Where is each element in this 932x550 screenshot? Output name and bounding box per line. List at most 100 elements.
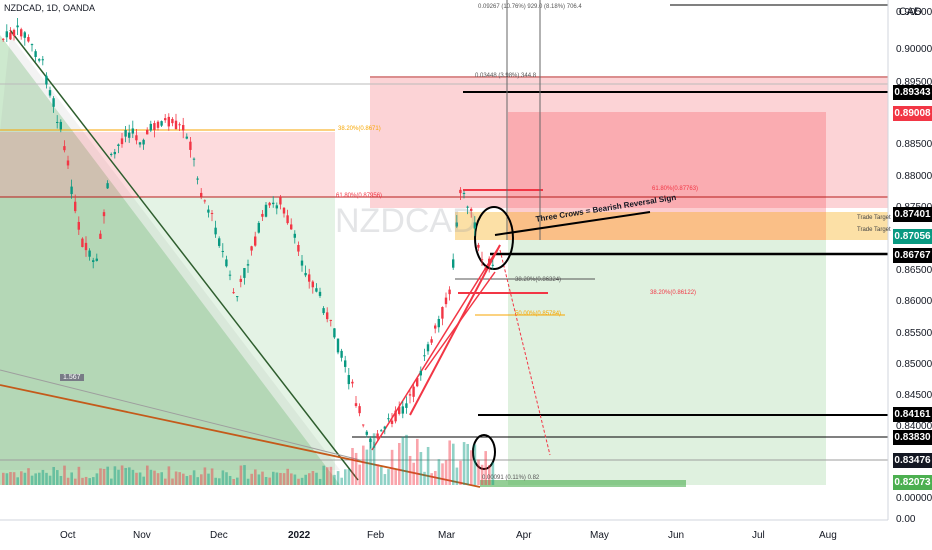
candle-body xyxy=(164,118,167,121)
volume-bar xyxy=(354,452,358,485)
candle-body xyxy=(434,325,437,329)
price-tick: 0.84000 xyxy=(896,421,932,432)
volume-bar xyxy=(45,472,48,485)
fib-50: 50.00%(0.85784) xyxy=(515,311,562,317)
candle-body xyxy=(88,250,91,257)
time-tick: Aug xyxy=(819,530,837,541)
volume-bar xyxy=(34,473,37,485)
volume-bar xyxy=(286,468,289,485)
candle-body xyxy=(228,274,232,276)
volume-bar xyxy=(405,434,408,485)
candle-body xyxy=(5,31,8,38)
volume-bar xyxy=(376,464,379,485)
volume-bar xyxy=(142,476,145,485)
candle-body xyxy=(102,212,106,217)
volume-bar xyxy=(477,459,480,485)
price-tick: 0.00 xyxy=(896,514,916,525)
candle-body xyxy=(210,213,214,215)
candle-body xyxy=(77,221,80,230)
candle-body xyxy=(340,350,343,358)
candle-body xyxy=(153,123,156,131)
candle-body xyxy=(372,446,376,448)
candle-body xyxy=(426,344,430,352)
candle-body xyxy=(59,121,62,130)
price-tick: 0.90000 xyxy=(896,44,932,55)
candle-body xyxy=(182,125,185,131)
volume-bar xyxy=(462,442,466,485)
candle-body xyxy=(99,233,102,239)
currency-label: CAD xyxy=(898,6,922,18)
volume-bar xyxy=(452,443,455,485)
candle-body xyxy=(214,227,217,235)
red-zone-inner xyxy=(508,112,826,240)
time-tick: Apr xyxy=(516,530,532,541)
volume-bar xyxy=(315,472,318,485)
candle-body xyxy=(488,258,491,265)
volume-bar xyxy=(9,472,12,485)
volume-bar xyxy=(261,471,264,485)
measure-bottom: 0.00091 (0.11%) 0.82 xyxy=(482,475,540,481)
candle-body xyxy=(329,319,332,321)
volume-bar xyxy=(30,475,34,485)
candle-body xyxy=(84,242,88,251)
volume-bar xyxy=(5,473,9,485)
volume-bar xyxy=(416,438,419,485)
candles xyxy=(2,17,494,449)
candle-body xyxy=(41,59,44,61)
volume-bar xyxy=(246,478,250,485)
candle-body xyxy=(232,292,235,294)
candle-body xyxy=(221,250,224,252)
symbol-label[interactable]: NZDCAD, 1D, OANDA xyxy=(4,3,96,13)
price-tick: 0.85500 xyxy=(896,328,932,339)
price-tick: 0.00000 xyxy=(896,493,932,504)
volume-bar xyxy=(383,474,387,485)
trade-target-2: Trade Target xyxy=(857,227,891,233)
volume-bar xyxy=(84,476,88,485)
candle-body xyxy=(300,260,304,266)
volume-bar xyxy=(110,478,113,485)
candle-body xyxy=(347,375,350,385)
volume-bar xyxy=(178,472,181,485)
volume-bar xyxy=(221,470,225,485)
candle-body xyxy=(117,144,120,146)
candle-body xyxy=(254,236,257,246)
candle-body xyxy=(20,29,23,37)
price-tick: 0.84500 xyxy=(896,390,932,401)
candle-body xyxy=(146,129,149,135)
candle-body xyxy=(207,209,210,213)
candle-body xyxy=(480,259,484,261)
volume-bar xyxy=(254,469,257,485)
volume-bar xyxy=(56,470,59,485)
candle-body xyxy=(236,296,239,298)
candle-body xyxy=(192,158,196,160)
volume-bar xyxy=(167,466,171,485)
price-tick: 0.88500 xyxy=(896,139,932,150)
candle-body xyxy=(113,151,116,155)
candle-body xyxy=(412,386,415,397)
candle-body xyxy=(189,141,192,150)
candle-body xyxy=(462,192,466,194)
green-zone-left xyxy=(0,197,335,485)
candle-body xyxy=(142,139,145,145)
candle-body xyxy=(354,403,358,406)
candle-body xyxy=(135,135,138,141)
volume-bar xyxy=(232,478,235,485)
time-tick: Jul xyxy=(752,530,765,541)
volume-bar xyxy=(372,433,376,485)
volume-bar xyxy=(480,464,484,485)
candle-body xyxy=(491,264,494,266)
volume-bar xyxy=(203,467,207,485)
candle-body xyxy=(268,202,271,206)
red-zone-left xyxy=(0,132,335,197)
volume-bar xyxy=(444,460,448,485)
price-tick: 0.90500 xyxy=(896,7,932,18)
fib-382-left: 38.20%(0.8671) xyxy=(338,126,381,132)
candle-body xyxy=(74,201,77,212)
volume-bar xyxy=(128,467,131,485)
candle-body xyxy=(218,238,221,246)
volume-bar xyxy=(20,471,23,485)
volume-bar xyxy=(182,473,185,485)
volume-bar xyxy=(117,469,120,485)
